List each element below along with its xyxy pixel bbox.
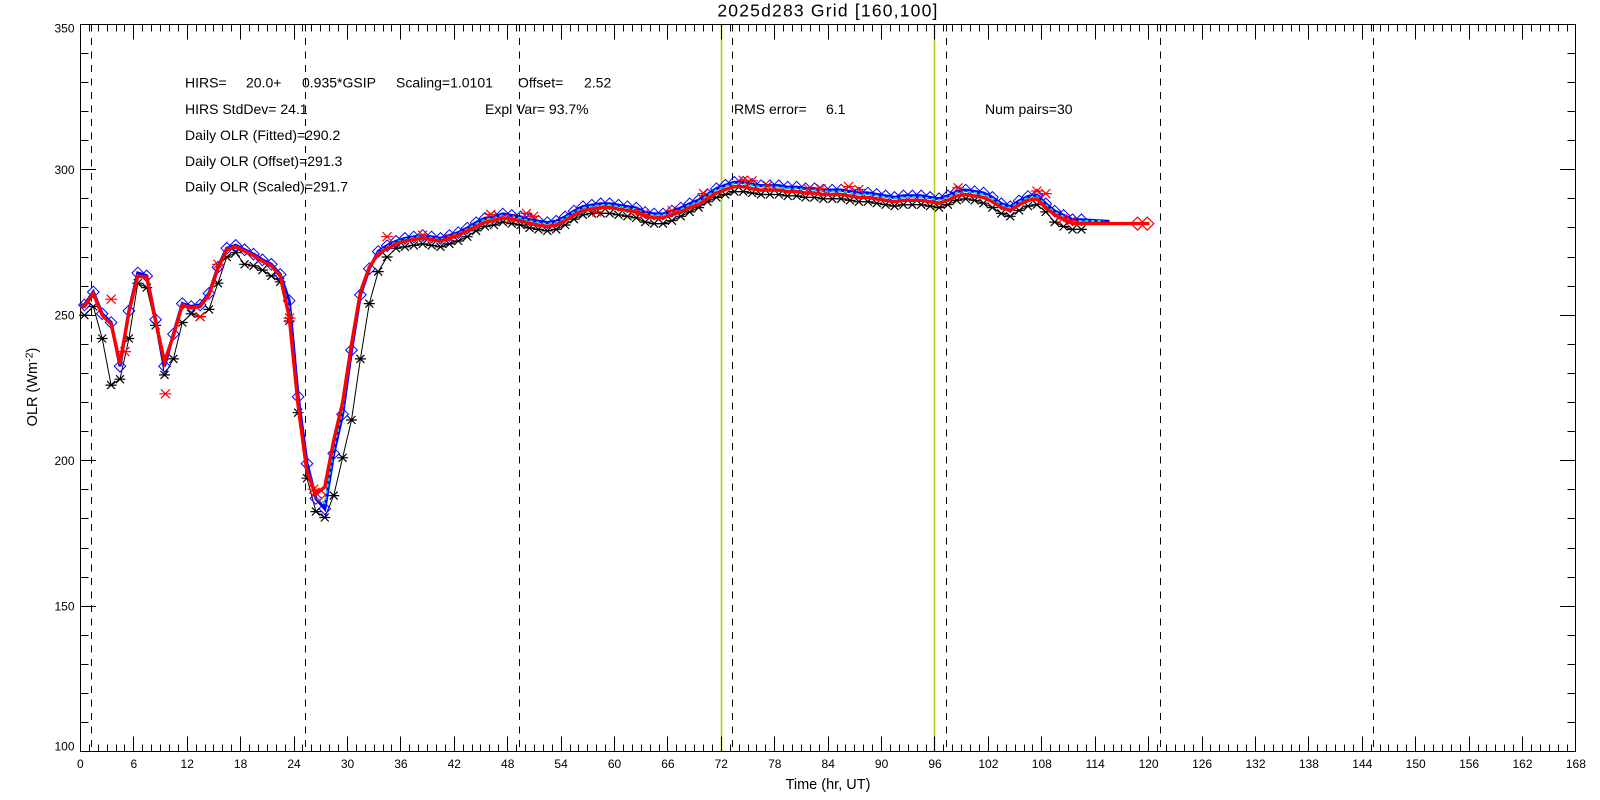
- svg-text:Time (hr, UT): Time (hr, UT): [786, 777, 871, 793]
- svg-text:60: 60: [608, 757, 622, 771]
- svg-text:Num pairs=30: Num pairs=30: [985, 101, 1073, 117]
- svg-text:114: 114: [1086, 757, 1105, 771]
- svg-text:300: 300: [54, 163, 74, 177]
- svg-text:6.1: 6.1: [826, 101, 846, 117]
- svg-text:156: 156: [1459, 757, 1479, 771]
- svg-text:6: 6: [130, 757, 137, 771]
- svg-text:66: 66: [661, 757, 675, 771]
- svg-text:102: 102: [978, 757, 998, 771]
- svg-text:138: 138: [1299, 757, 1319, 771]
- svg-text:0.935*GSIP: 0.935*GSIP: [302, 75, 376, 91]
- svg-text:144: 144: [1352, 757, 1372, 771]
- svg-text:132: 132: [1245, 757, 1265, 771]
- svg-text:RMS error=: RMS error=: [734, 101, 807, 117]
- svg-text:24: 24: [287, 757, 301, 771]
- svg-text:150: 150: [1406, 757, 1426, 771]
- svg-text:48: 48: [501, 757, 515, 771]
- svg-text:HIRS StdDev= 24.1: HIRS StdDev= 24.1: [185, 101, 308, 117]
- svg-text:2025d283 Grid [160,100]: 2025d283 Grid [160,100]: [717, 1, 938, 21]
- svg-text:Daily OLR (Fitted)=290.2: Daily OLR (Fitted)=290.2: [185, 127, 340, 143]
- svg-text:168: 168: [1566, 757, 1586, 771]
- svg-text:HIRS=: HIRS=: [185, 75, 227, 91]
- svg-text:84: 84: [822, 757, 836, 771]
- svg-text:78: 78: [768, 757, 782, 771]
- svg-text:72: 72: [715, 757, 729, 771]
- svg-text:90: 90: [875, 757, 889, 771]
- svg-text:54: 54: [554, 757, 568, 771]
- svg-text:200: 200: [54, 454, 74, 468]
- svg-text:42: 42: [448, 757, 462, 771]
- svg-text:100: 100: [54, 740, 74, 754]
- svg-text:2.52: 2.52: [584, 75, 611, 91]
- svg-text:Expl Var= 93.7%: Expl Var= 93.7%: [485, 101, 589, 117]
- svg-text:126: 126: [1192, 757, 1212, 771]
- svg-text:36: 36: [394, 757, 408, 771]
- svg-text:Daily OLR (Scaled)=291.7: Daily OLR (Scaled)=291.7: [185, 179, 348, 195]
- svg-text:30: 30: [341, 757, 355, 771]
- svg-text:350: 350: [54, 22, 74, 36]
- svg-text:20.0+: 20.0+: [246, 75, 281, 91]
- svg-text:150: 150: [54, 599, 74, 613]
- svg-text:120: 120: [1139, 757, 1159, 771]
- svg-text:Daily OLR (Offset)=291.3: Daily OLR (Offset)=291.3: [185, 153, 343, 169]
- svg-text:250: 250: [54, 308, 74, 322]
- svg-text:18: 18: [234, 757, 248, 771]
- svg-text:96: 96: [928, 757, 942, 771]
- svg-text:162: 162: [1512, 757, 1532, 771]
- svg-text:OLR (Wm-2): OLR (Wm-2): [24, 348, 42, 427]
- svg-text:108: 108: [1032, 757, 1052, 771]
- svg-text:12: 12: [181, 757, 195, 771]
- svg-text:Offset=: Offset=: [518, 75, 563, 91]
- svg-text:0: 0: [77, 757, 84, 771]
- svg-text:Scaling=1.0101: Scaling=1.0101: [396, 75, 493, 91]
